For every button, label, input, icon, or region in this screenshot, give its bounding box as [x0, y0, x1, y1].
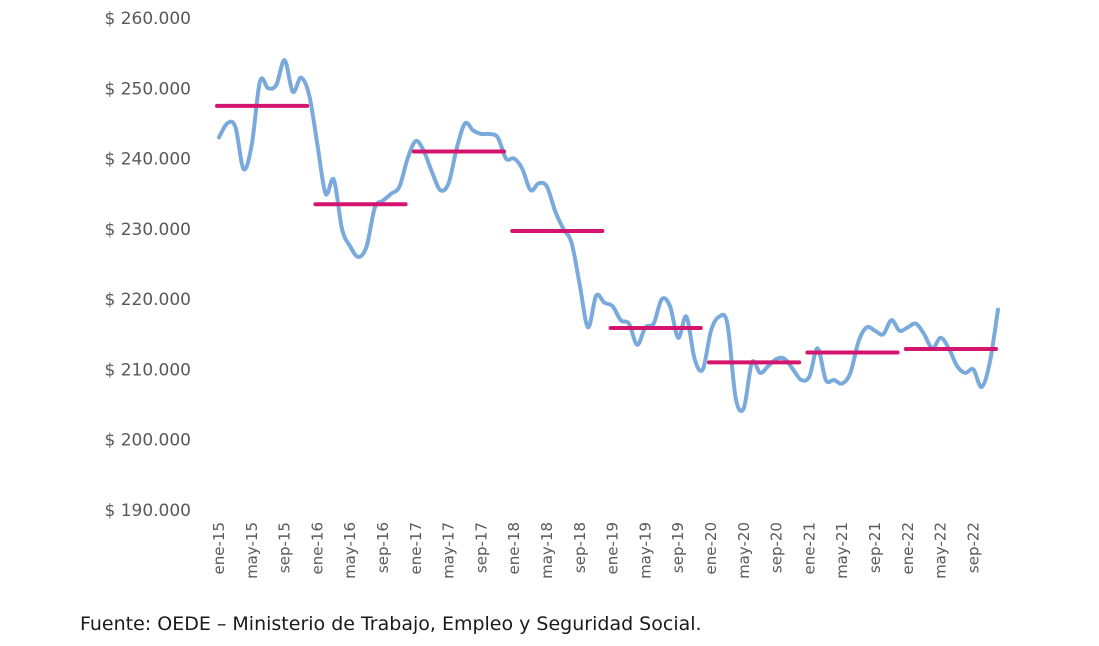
y-tick-label: $ 190.000	[104, 501, 191, 521]
x-tick-label: sep-16	[374, 522, 392, 573]
y-tick-label: $ 220.000	[104, 290, 191, 310]
x-tick-label: may-19	[636, 522, 654, 579]
x-tick-label: may-20	[735, 522, 753, 579]
y-tick-label: $ 200.000	[104, 431, 191, 451]
source-note: Fuente: OEDE – Ministerio de Trabajo, Em…	[80, 613, 702, 635]
x-tick-label: sep-18	[571, 522, 589, 573]
x-tick-label: may-18	[538, 522, 556, 579]
plot-area	[215, 58, 1000, 414]
y-tick-label: $ 250.000	[104, 79, 191, 99]
x-tick-label: may-15	[243, 522, 261, 579]
x-tick-label: may-21	[833, 522, 851, 579]
x-tick-label: ene-15	[210, 522, 228, 574]
x-tick-label: sep-19	[669, 522, 687, 573]
x-tick-label: ene-22	[899, 522, 917, 574]
x-tick-label: ene-21	[800, 522, 818, 574]
y-tick-label: $ 260.000	[104, 9, 191, 29]
y-tick-label: $ 210.000	[104, 360, 191, 380]
y-tick-label: $ 240.000	[104, 150, 191, 170]
x-axis: ene-15 may-15 sep-15 ene-16 may-16 sep-16 ene-…	[210, 522, 982, 579]
x-tick-label: may-16	[341, 522, 359, 579]
x-tick-label: ene-19	[604, 522, 622, 574]
x-tick-label: may-17	[440, 522, 458, 579]
x-tick-label: sep-22	[964, 522, 982, 573]
x-tick-label: sep-20	[768, 522, 786, 573]
x-tick-label: sep-15	[276, 522, 294, 573]
x-tick-label: sep-21	[866, 522, 884, 573]
y-tick-label: $ 230.000	[104, 220, 191, 240]
x-tick-label: may-22	[932, 522, 950, 579]
x-tick-label: ene-17	[407, 522, 425, 574]
x-tick-label: ene-18	[505, 522, 523, 574]
x-tick-label: ene-16	[308, 522, 326, 574]
y-axis: $ 190.000 $ 200.000 $ 210.000 $ 220.000 $ 23…	[104, 9, 191, 521]
monthly-series-line	[217, 58, 1000, 414]
x-tick-label: sep-17	[472, 522, 490, 573]
x-tick-label: ene-20	[702, 522, 720, 574]
